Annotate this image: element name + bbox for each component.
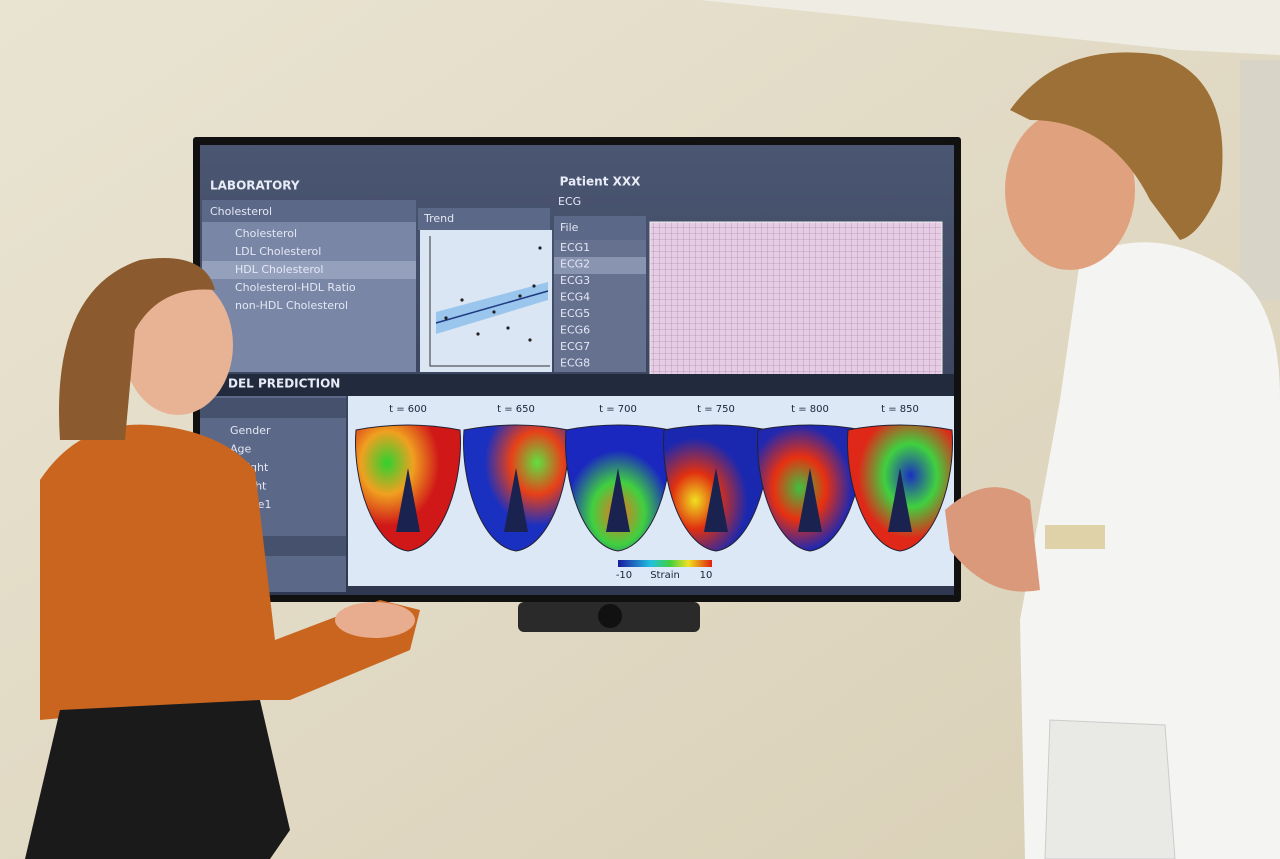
ecg-item: ECG3: [560, 274, 590, 287]
ecg-item: ECG4: [560, 291, 590, 304]
colorbar-label: Strain: [650, 570, 680, 581]
trend-header: [418, 208, 550, 230]
man-hands: [945, 487, 1040, 592]
man-face: [1005, 110, 1135, 270]
ecg-column: File: [560, 221, 579, 234]
woman-hands: [335, 602, 415, 638]
ecg-item: ECG8: [560, 357, 590, 370]
colorbar: [618, 560, 712, 567]
man-hair: [1010, 52, 1223, 241]
lab-item: Cholesterol-HDL Ratio: [235, 281, 356, 294]
ecg-heading: ECG: [558, 195, 581, 208]
model-header: [200, 374, 954, 396]
lab-item: Cholesterol: [235, 227, 297, 240]
man-coat: [1020, 242, 1280, 859]
lab-item: LDL Cholesterol: [235, 245, 321, 258]
model-heading: DEL PREDICTION: [228, 377, 340, 391]
time-label: t = 650: [497, 404, 535, 415]
camera-lens: [598, 604, 622, 628]
ventricle: [396, 468, 420, 532]
time-label: t = 750: [697, 404, 735, 415]
ecg-item: ECG7: [560, 340, 590, 353]
model-input: Gender: [230, 424, 271, 437]
lab-column: Cholesterol: [210, 205, 272, 218]
time-label: t = 600: [389, 404, 427, 415]
trend-points: [444, 246, 542, 342]
lab-list: [202, 222, 416, 372]
colorbar-label: -10: [616, 570, 632, 581]
ventricle: [606, 468, 630, 532]
time-label: t = 700: [599, 404, 637, 415]
ecg-selected-row: [554, 257, 646, 274]
ecg-header: [554, 216, 646, 240]
lab-item: non-HDL Cholesterol: [235, 299, 348, 312]
lab-header: [202, 200, 416, 222]
ventricle: [504, 468, 528, 532]
ecg-item: ECG1: [560, 241, 590, 254]
lab-selected-row: [202, 261, 416, 279]
ecg-item: ECG5: [560, 307, 590, 320]
ecg-item: ECG2: [560, 258, 590, 271]
woman-shirt: [40, 424, 420, 720]
woman-hair: [59, 258, 215, 440]
ceiling: [700, 0, 1280, 55]
trend-heading: Trend: [423, 212, 454, 225]
patient-title: Patient XXX: [560, 175, 642, 189]
lab-heading: LABORATORY: [210, 179, 300, 193]
time-label: t = 800: [791, 404, 829, 415]
colorbar-label: 10: [700, 570, 713, 581]
ecg-item: ECG6: [560, 324, 590, 337]
ventricle: [798, 468, 822, 532]
woman-face: [123, 275, 233, 415]
trend-axes: [429, 236, 550, 367]
ecg-trace-grid: [649, 221, 943, 377]
time-label: t = 850: [881, 404, 919, 415]
lab-item: HDL Cholesterol: [235, 263, 323, 276]
inputs-header: [200, 398, 346, 418]
trend-line: [435, 290, 549, 324]
door-frame: [1240, 60, 1280, 300]
ventricle: [704, 468, 728, 532]
badge: [1045, 525, 1105, 549]
woman-skirt: [25, 700, 290, 859]
coat-pocket: [1044, 719, 1176, 859]
ventricle: [888, 468, 912, 532]
